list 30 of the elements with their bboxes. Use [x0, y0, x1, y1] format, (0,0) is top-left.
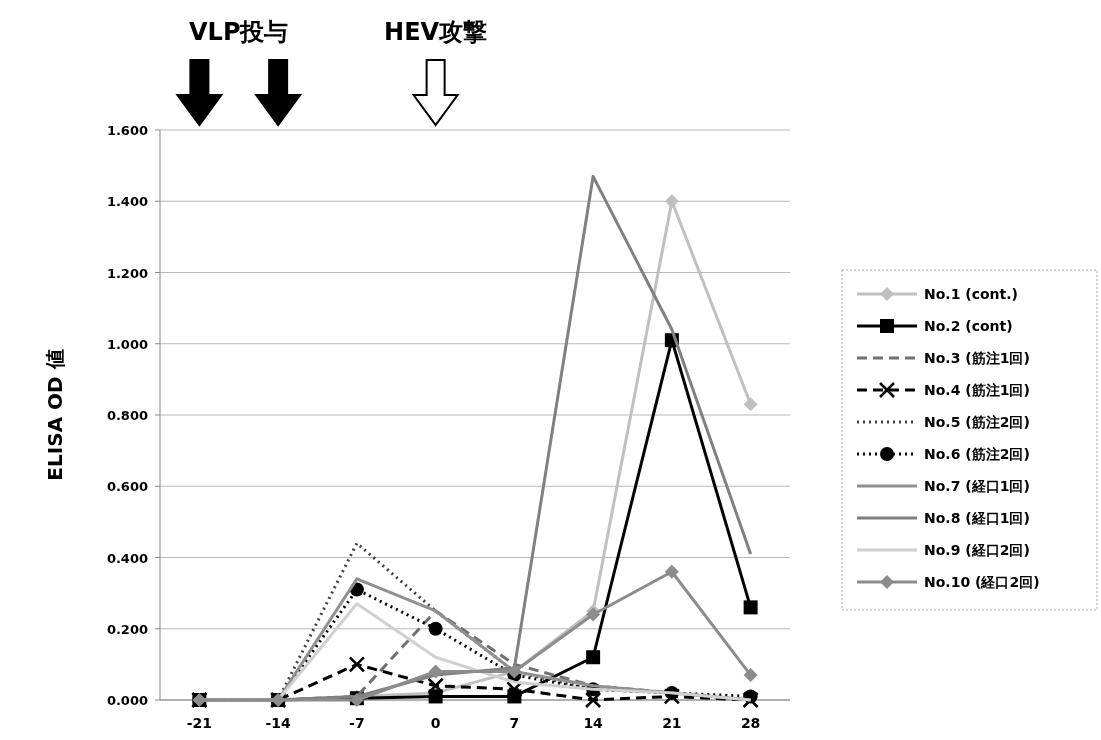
x-tick-label: 7 [509, 715, 520, 731]
x-tick-label: -21 [186, 715, 213, 731]
y-tick-label: 0.800 [106, 408, 148, 423]
x-tick-label: -14 [265, 715, 292, 731]
x-tick-label: 28 [740, 715, 761, 731]
y-tick-label: 0.000 [106, 693, 148, 708]
x-tick-label: 14 [583, 715, 604, 731]
legend-label: No.5 (筋注2回) [924, 414, 1030, 430]
y-tick-label: 1.400 [106, 194, 148, 210]
y-tick-label: 1.600 [106, 123, 148, 138]
legend-label: No.4 (筋注1回) [924, 382, 1030, 398]
x-tick-label: 21 [662, 715, 682, 731]
y-tick-label: 1.200 [106, 265, 148, 281]
y-tick-label: 0.600 [106, 479, 148, 495]
x-tick-label: 0 [430, 715, 441, 731]
legend-label: No.2 (cont) [924, 318, 1013, 334]
legend-label: No.1 (cont.) [924, 286, 1018, 302]
text: VLP投与 [189, 18, 289, 46]
x-tick-label: -7 [349, 715, 365, 731]
legend-label: No.9 (経口2回) [924, 542, 1030, 558]
y-axis-title: ELISA OD 値 [43, 349, 67, 481]
y-tick-label: 1.000 [106, 336, 148, 352]
legend-label: No.10 (経口2回) [924, 574, 1040, 590]
legend-label: No.7 (経口1回) [924, 478, 1030, 494]
text: HEV攻撃 [384, 18, 488, 46]
legend-label: No.6 (筋注2回) [924, 446, 1030, 462]
y-tick-label: 0.200 [106, 621, 148, 637]
y-tick-label: 0.400 [106, 550, 148, 566]
legend-label: No.3 (筋注1回) [924, 350, 1030, 366]
legend-label: No.8 (経口1回) [924, 510, 1030, 526]
